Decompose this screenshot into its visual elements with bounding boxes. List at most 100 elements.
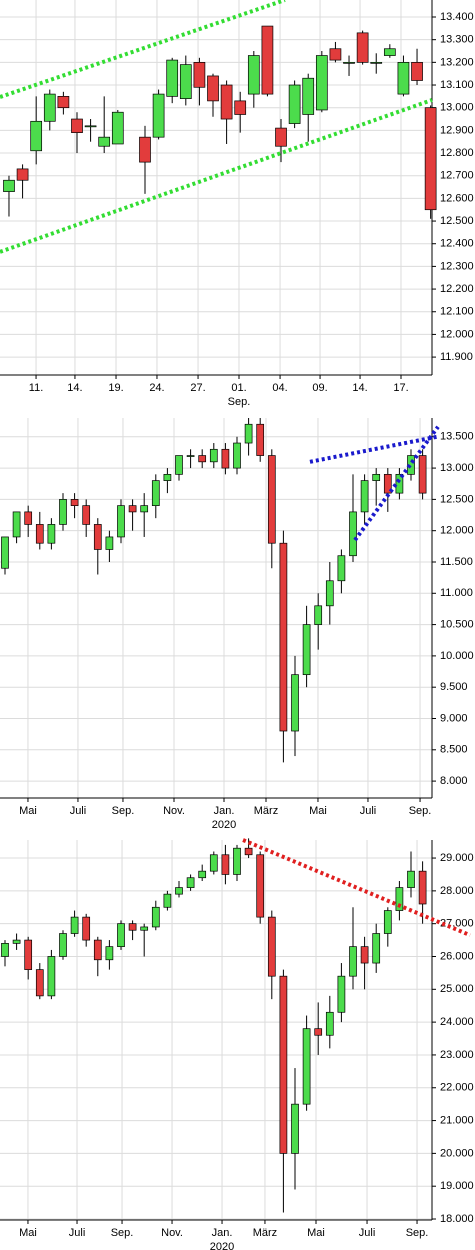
candle-body [302, 77, 315, 115]
candle-body [256, 423, 265, 456]
x-tick-label: Jan. [214, 805, 235, 817]
candle-body [397, 61, 410, 95]
y-tick-label: 20.000 [440, 1147, 474, 1159]
trendline [0, 98, 433, 254]
x-tick-label: Juli [70, 805, 87, 817]
candle-body [82, 916, 91, 941]
y-tick-label: 8.500 [440, 744, 468, 756]
x-tick-label: 01. [231, 382, 246, 394]
candle-body [256, 854, 265, 918]
candle-body [24, 511, 33, 525]
candle-body [179, 64, 192, 99]
x-tick-label: 14. [67, 382, 82, 394]
y-tick-label: 25.000 [440, 983, 474, 995]
candle-body [71, 118, 83, 133]
candle-body [356, 32, 369, 63]
candle-body [152, 93, 165, 138]
candle-body [151, 906, 160, 928]
candle-body [370, 61, 383, 64]
candle-body [175, 455, 183, 475]
candle-body [139, 136, 151, 163]
candle-body [47, 956, 56, 997]
candle-body [166, 59, 179, 97]
y-tick-label: 29.000 [440, 852, 474, 864]
candle-body [372, 473, 381, 481]
candle-body [279, 975, 288, 1154]
x-tick-label: Juli [359, 1227, 376, 1239]
candle-body [275, 127, 287, 147]
y-tick-label: 12.200 [440, 283, 474, 295]
y-tick-label: 12.600 [440, 192, 474, 204]
candle-body [163, 893, 172, 908]
x-tick-label: Mai [19, 805, 37, 817]
x-tick-label: 27. [190, 382, 205, 394]
candle-body [84, 125, 97, 128]
y-tick-label: 9.500 [440, 681, 468, 693]
x-tick-label: 09. [312, 382, 327, 394]
candle-body [233, 442, 241, 469]
candle-body [70, 916, 79, 934]
candle-body [105, 536, 114, 550]
candle-body [209, 448, 218, 463]
candle-body [411, 61, 423, 81]
candle-body [314, 605, 323, 625]
candle-body [360, 946, 369, 964]
y-tick-label: 11.500 [440, 556, 473, 568]
candle-body [59, 933, 67, 957]
candle-body [59, 499, 67, 525]
y-tick-label: 12.100 [440, 306, 474, 318]
candle-body [234, 100, 247, 115]
y-tick-label: 23.000 [440, 1049, 474, 1061]
candle-body [424, 107, 437, 211]
candle-body [325, 580, 334, 607]
candle-body [314, 1028, 323, 1036]
x-tick-label: 14. [352, 382, 367, 394]
y-tick-label: 12.500 [440, 493, 474, 505]
y-tick-label: 10.500 [440, 618, 474, 630]
candle-body [233, 847, 241, 875]
y-tick-label: 19.000 [440, 1180, 474, 1192]
y-tick-label: 22.000 [440, 1082, 474, 1094]
candle-body [418, 455, 427, 494]
y-tick-label: 12.000 [440, 328, 474, 340]
candle-body [93, 939, 102, 961]
y-tick-label: 12.800 [440, 147, 474, 159]
x-tick-label: März [253, 1227, 277, 1239]
x-tick-label: Mai [309, 805, 327, 817]
x-tick-label: Juli [69, 1227, 86, 1239]
x-tick-sublabel: 2020 [210, 1241, 234, 1250]
y-tick-label: 26.000 [440, 950, 474, 962]
y-tick-label: 12.300 [440, 260, 474, 272]
candle-body [315, 55, 328, 111]
candle-body [24, 939, 33, 970]
candle-body [343, 61, 355, 64]
candle-body [12, 511, 21, 538]
plot-area [0, 840, 432, 1220]
candle-body [43, 93, 56, 122]
plot-area [0, 418, 432, 798]
candle-body [267, 455, 276, 544]
candle-body [221, 854, 230, 875]
candle-body [163, 473, 172, 481]
candle-body [383, 473, 392, 494]
y-tick-label: 21.000 [440, 1114, 474, 1126]
y-tick-label: 11.900 [440, 351, 473, 363]
y-tick-label: 13.100 [440, 79, 474, 91]
candle-body [302, 624, 311, 676]
candle-body [395, 887, 404, 911]
candle-body [291, 674, 299, 732]
candle-body [57, 96, 70, 109]
candle-body [1, 943, 9, 957]
candle-body [349, 511, 357, 557]
candle-body [105, 946, 114, 961]
candle-body [117, 923, 125, 947]
candle-body [140, 505, 149, 513]
candle-body [337, 555, 346, 582]
x-tick-label: Jan. [212, 1227, 233, 1239]
candle-body [93, 524, 102, 550]
y-tick-label: 13.000 [440, 462, 474, 474]
candle-body [70, 499, 79, 506]
candle-body [302, 1028, 311, 1105]
x-tick-label: Nov. [163, 805, 185, 817]
candle-body [291, 1103, 299, 1154]
